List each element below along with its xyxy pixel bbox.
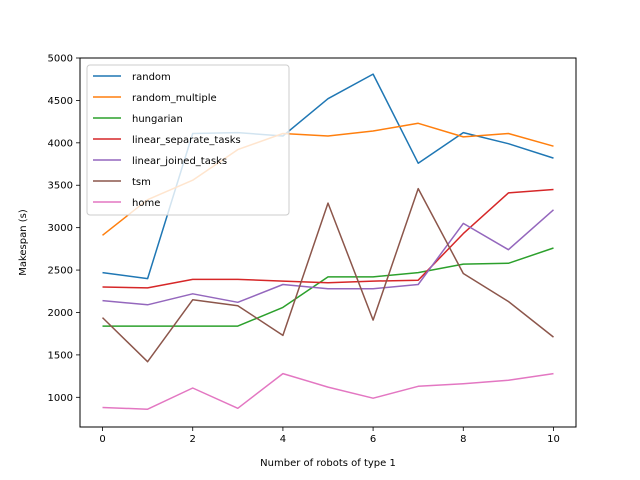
y-tick-label: 2000 [48, 308, 73, 319]
series-line-hungarian [102, 247, 554, 327]
axes-frame [79, 57, 577, 428]
y-axis-ticks: 1000 1500 2000 2500 3000 3500 4000 4500 5000 [48, 54, 80, 404]
y-tick-label: 3500 [48, 181, 73, 192]
series-line-linear_separate_tasks [102, 188, 554, 289]
legend-label: hungarian [132, 114, 183, 125]
legend-label: tsm [132, 177, 151, 188]
series-line-linear_joined_tasks [102, 209, 554, 306]
x-tick-label: 0 [99, 434, 105, 445]
legend-box [86, 64, 290, 216]
legend-label: linear_joined_tasks [132, 156, 227, 167]
x-tick-label: 4 [280, 434, 286, 445]
x-tick-label: 10 [547, 434, 560, 445]
y-tick-label: 1000 [48, 393, 73, 404]
legend-label: random_multiple [132, 93, 217, 104]
legend-label: home [132, 198, 160, 209]
y-tick-label: 3000 [48, 223, 73, 234]
legend-label: random [132, 72, 171, 83]
x-tick-label: 6 [370, 434, 376, 445]
x-axis-ticks: 0 2 4 6 8 10 [99, 427, 560, 445]
y-tick-label: 4500 [48, 96, 73, 107]
y-axis-label: Makespan (s) [18, 209, 29, 276]
x-tick-label: 8 [460, 434, 466, 445]
series-line-tsm [101, 187, 554, 363]
x-axis-label: Number of robots of type 1 [260, 458, 396, 469]
y-tick-label: 5000 [48, 54, 73, 65]
y-tick-label: 1500 [48, 350, 73, 361]
x-tick-label: 2 [190, 434, 196, 445]
legend-label: linear_separate_tasks [132, 135, 241, 146]
y-tick-label: 4000 [48, 138, 73, 149]
legend: random random_multiple hungarian linear_sep… [86, 64, 290, 216]
series-line-home [102, 372, 554, 410]
y-tick-label: 2500 [48, 266, 73, 277]
